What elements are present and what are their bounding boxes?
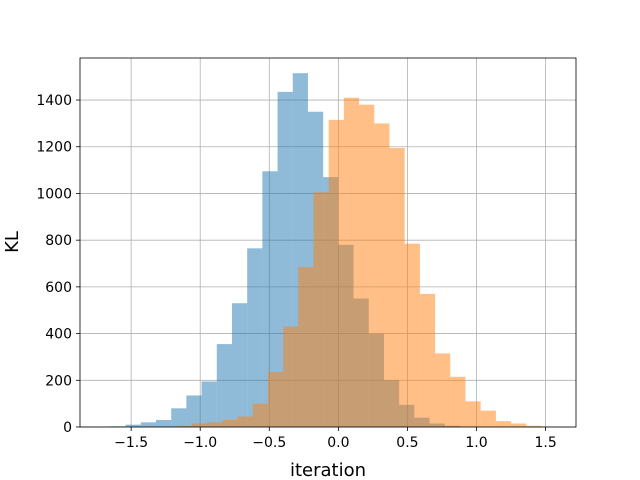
histogram-bar bbox=[313, 192, 329, 427]
histogram-bar bbox=[231, 303, 248, 427]
y-tick-label: 800 bbox=[45, 233, 72, 249]
x-tick-label: −1.5 bbox=[114, 435, 148, 451]
histogram-bar bbox=[216, 344, 232, 427]
histogram-bar bbox=[298, 267, 314, 427]
histogram-bar bbox=[186, 395, 202, 427]
histogram-bar bbox=[450, 376, 466, 427]
x-axis-ticks: −1.5 −1.0 −0.5 0.0 0.5 1.0 1.5 bbox=[114, 427, 557, 451]
y-tick-label: 1000 bbox=[36, 186, 72, 202]
histogram-bar bbox=[435, 353, 451, 427]
histogram-bar bbox=[328, 119, 344, 427]
x-tick-label: 1.5 bbox=[534, 435, 556, 451]
y-axis-label: KL bbox=[2, 231, 23, 253]
plot-area: −1.5 −1.0 −0.5 0.0 0.5 1.0 1.5 0 200 400 600 800 10… bbox=[36, 57, 577, 451]
y-tick-label: 200 bbox=[45, 373, 72, 389]
axes-frame bbox=[79, 57, 577, 428]
histogram-bar bbox=[207, 422, 223, 427]
histogram-bar bbox=[247, 248, 263, 427]
histogram-bar bbox=[140, 422, 156, 427]
histogram-bar bbox=[178, 425, 192, 427]
x-tick-label: −1.0 bbox=[183, 435, 217, 451]
histogram-bar bbox=[125, 424, 141, 427]
x-tick-label: 1.0 bbox=[465, 435, 487, 451]
y-tick-label: 600 bbox=[45, 280, 72, 296]
histogram-bar bbox=[155, 419, 172, 427]
histogram-bar bbox=[237, 416, 253, 427]
histogram-bar bbox=[465, 401, 481, 427]
histogram-bar bbox=[171, 408, 187, 427]
histogram-bar bbox=[404, 243, 420, 427]
x-axis-label: iteration bbox=[290, 460, 366, 480]
x-tick-label: 0.0 bbox=[327, 435, 349, 451]
y-tick-label: 1200 bbox=[36, 140, 72, 156]
y-tick-label: 400 bbox=[45, 327, 72, 343]
histogram-bar bbox=[201, 381, 217, 427]
histogram-bar bbox=[511, 423, 527, 427]
histogram-bar bbox=[283, 326, 299, 427]
histogram-bar bbox=[191, 423, 208, 427]
y-tick-label: 0 bbox=[63, 420, 72, 436]
histogram-bar bbox=[222, 419, 238, 427]
histogram-bar bbox=[495, 421, 512, 427]
histogram-bar bbox=[267, 372, 284, 427]
y-tick-label: 1400 bbox=[36, 93, 72, 109]
x-tick-label: 0.5 bbox=[396, 435, 418, 451]
histogram-bars bbox=[80, 73, 557, 428]
histogram-bar bbox=[526, 425, 542, 427]
histogram-series-2 bbox=[178, 97, 557, 428]
histogram-bar bbox=[359, 104, 375, 427]
histogram-bar bbox=[389, 147, 405, 427]
x-tick-label: −0.5 bbox=[252, 435, 286, 451]
y-axis-ticks: 0 200 400 600 800 1000 1200 1400 bbox=[36, 93, 80, 436]
histogram-bar bbox=[262, 171, 278, 427]
histogram-bar bbox=[419, 293, 436, 427]
histogram-bar bbox=[374, 123, 390, 428]
histogram-bar bbox=[480, 410, 496, 427]
histogram-bar bbox=[252, 403, 268, 427]
histogram-bar bbox=[343, 97, 360, 428]
